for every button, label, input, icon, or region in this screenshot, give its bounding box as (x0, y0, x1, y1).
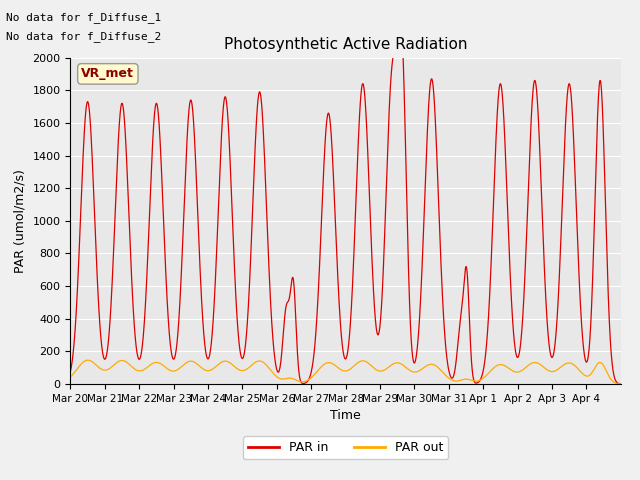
Title: Photosynthetic Active Radiation: Photosynthetic Active Radiation (224, 37, 467, 52)
Y-axis label: PAR (umol/m2/s): PAR (umol/m2/s) (14, 169, 27, 273)
X-axis label: Time: Time (330, 409, 361, 422)
Text: No data for f_Diffuse_1: No data for f_Diffuse_1 (6, 12, 162, 23)
Text: No data for f_Diffuse_2: No data for f_Diffuse_2 (6, 31, 162, 42)
Text: VR_met: VR_met (81, 67, 134, 80)
Legend: PAR in, PAR out: PAR in, PAR out (243, 436, 448, 459)
